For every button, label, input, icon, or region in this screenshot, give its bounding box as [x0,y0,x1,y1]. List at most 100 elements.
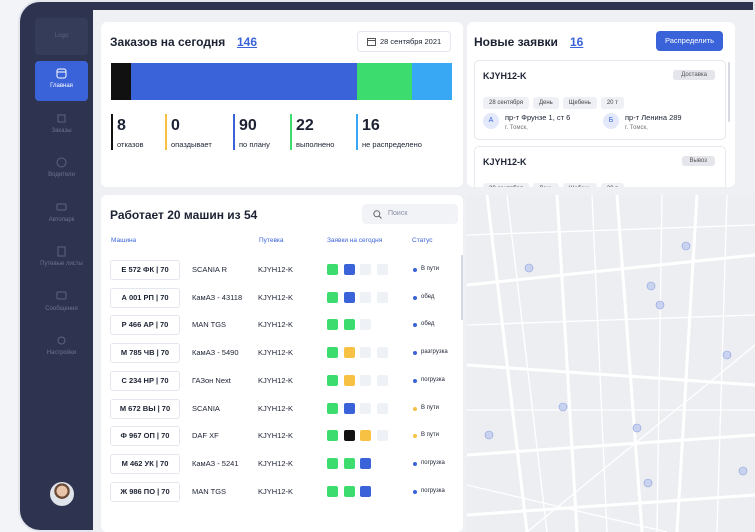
date-button[interactable]: 28 сентября 2021 [357,31,451,52]
status: обед [421,321,435,328]
route: KJYH12-K [258,265,294,274]
request-square [360,291,372,303]
request-item[interactable]: KJYH12-K Доставка 28 сентября День Щебень 20 … [474,60,726,140]
stat-value: 90 [239,117,257,134]
request-tag: Доставка [673,70,715,80]
request-square [343,485,355,497]
model: DAF XF [192,431,219,441]
stat-accent [290,114,292,150]
request-square [327,430,338,442]
status: погрузка [421,459,445,466]
address: пр-т Ленина 289 [625,113,682,122]
requests-count[interactable]: 16 [570,35,584,49]
search-placeholder: Поиск [388,210,408,217]
status: В пути [421,432,440,439]
address: пр-т Фрунзе 1, ст 6 [505,113,571,122]
map [467,195,755,532]
model: SCANIA [192,403,220,413]
nav-item[interactable]: Главная [35,61,88,101]
orders-bar [111,63,452,100]
model: ГАЗон Next [192,375,231,385]
request-square [327,402,338,414]
vehicle-row[interactable]: Е 572 ФК | 70 SCANIA R KJYH12-K В пути [101,260,463,280]
status-dot [413,434,417,439]
nav-icon [56,203,67,210]
point-letter: Б [603,113,619,129]
plate: М 672 ВЫ | 70 [110,398,180,419]
stat-value: 22 [296,117,314,134]
request-square [343,347,355,359]
nav-item[interactable]: Водители [35,150,88,190]
vehicle-row[interactable]: М 672 ВЫ | 70 SCANIA KJYH12-K В пути [101,398,463,419]
request-id: KJYH12-K [483,71,527,81]
request-square [343,319,355,331]
vehicle-row[interactable]: М 462 УК | 70 КамАЗ - 5241 KJYH12-K погрузк… [101,453,463,474]
plate: Е 572 ФК | 70 [110,260,180,280]
distribute-button[interactable]: Распределить [656,31,723,51]
vehicle-row[interactable]: А 001 РП | 70 КамАЗ - 43118 KJYH12-K обед [101,287,463,308]
request-square [327,291,338,303]
vehicle-row[interactable]: Ж 986 ПО | 70 MAN TGS KJYH12-K погрузка [101,481,463,502]
vehicle-row[interactable]: М 785 ЧВ | 70 КамАЗ - 5490 KJYH12-K разгруз… [101,343,463,364]
avatar[interactable] [50,482,74,506]
chip: 28 сентября [483,183,529,187]
column-header: Машина [111,237,137,244]
search[interactable]: Поиск [362,204,458,224]
nav-label: Водители [48,172,75,178]
orders-title: Заказов на сегодня [110,35,226,49]
status: В пути [421,266,440,272]
chip: 20 т [600,183,624,187]
stat-value: 8 [117,117,126,134]
nav-icon [57,336,66,345]
request-square [360,374,372,386]
request-square [360,264,372,275]
search-icon [373,210,382,219]
orders-total[interactable]: 146 [237,35,258,49]
nav-label: Путевые листы [40,261,83,267]
request-square [360,457,372,469]
nav-item[interactable]: Путевые листы [35,239,88,279]
stat-label: не распределено [362,140,422,149]
chip: 20 т [600,97,624,109]
request-square [360,430,372,442]
model: MAN TGS [192,486,227,496]
vehicle-row[interactable]: С 234 НР | 70 ГАЗон Next KJYH12-K погрузка [101,370,463,391]
plate: Ф 967 ОП | 70 [110,426,180,447]
route: KJYH12-K [258,403,294,413]
plate: С 234 НР | 70 [110,370,180,391]
status: обед [421,293,435,300]
vehicle-row[interactable]: Р 466 АР | 70 MAN TGS KJYH12-K обед [101,315,463,336]
nav-item[interactable]: Настройки [35,328,88,368]
nav-item[interactable]: Заказы [35,106,88,146]
request-id: KJYH12-K [483,157,527,167]
column-header: Заявки на сегодня [327,237,383,244]
request-square [377,402,389,414]
request-square [343,402,355,414]
plate: Ж 986 ПО | 70 [110,481,180,502]
model: КамАЗ - 43118 [192,292,243,302]
bar-segment [356,63,412,100]
vehicle-row[interactable]: Ф 967 ОП | 70 DAF XF KJYH12-K В пути [101,426,463,447]
request-square [377,347,389,359]
request-square [343,264,355,275]
nav-label: Главная [50,83,73,89]
plate: М 462 УК | 70 [110,453,180,474]
status-dot [413,323,417,328]
nav-icon [56,68,67,79]
stat-label: отказов [117,140,144,149]
stat-label: выполнено [296,140,335,149]
nav-item[interactable]: Автопарк [35,195,88,235]
model: КамАЗ - 5241 [192,458,239,468]
nav-label: Автопарк [48,216,75,223]
bar-segment [411,63,452,100]
orders-card: Заказов на сегодня 146 28 сентября 2021 … [101,22,463,187]
status: В пути [421,404,440,411]
nav-item[interactable]: Сообщения [35,284,88,324]
chip: 28 сентября [483,97,529,109]
nav-icon [57,114,66,122]
chip: День [532,183,559,187]
status-dot [413,461,417,466]
